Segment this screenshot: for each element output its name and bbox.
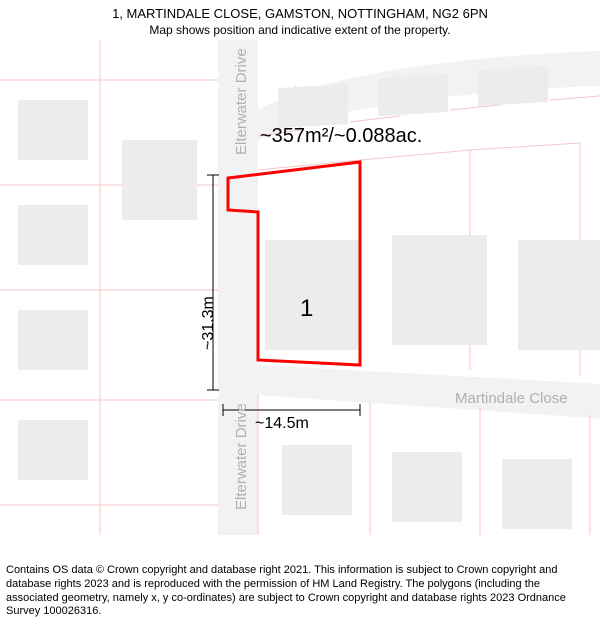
- area-label: ~357m²/~0.088ac.: [260, 125, 422, 148]
- road-label-martindale: Martindale Close: [455, 390, 568, 407]
- header: 1, MARTINDALE CLOSE, GAMSTON, NOTTINGHAM…: [0, 0, 600, 40]
- house-number: 1: [300, 295, 313, 323]
- dimension-vertical-label: ~31.3m: [200, 296, 218, 350]
- road-label-elterwater-bottom: Elterwater Drive: [233, 403, 250, 510]
- road-label-elterwater-top: Elterwater Drive: [233, 48, 250, 155]
- dimension-horizontal-label: ~14.5m: [255, 415, 309, 433]
- map-svg: [0, 40, 600, 535]
- copyright-footer: Contains OS data © Crown copyright and d…: [0, 560, 600, 625]
- subtitle: Map shows position and indicative extent…: [10, 23, 590, 39]
- map: ~357m²/~0.088ac. 1 ~31.3m ~14.5m Elterwa…: [0, 40, 600, 535]
- address-title: 1, MARTINDALE CLOSE, GAMSTON, NOTTINGHAM…: [10, 6, 590, 23]
